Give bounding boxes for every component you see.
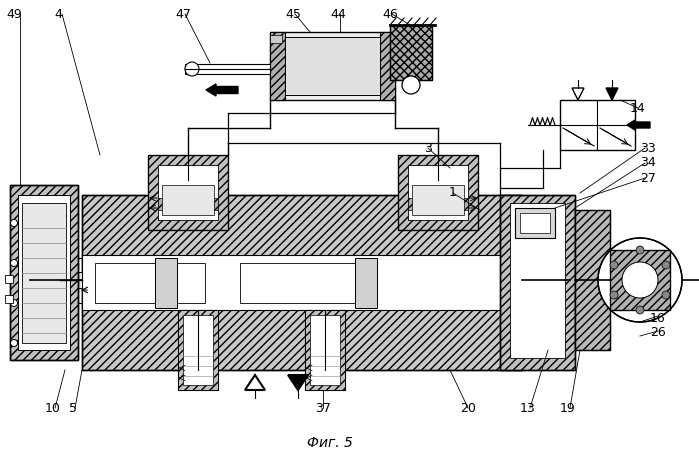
- Text: 14: 14: [630, 102, 646, 114]
- Text: 45: 45: [285, 7, 301, 21]
- Bar: [610, 250, 670, 310]
- Bar: [305, 310, 345, 390]
- Bar: [270, 32, 285, 100]
- Bar: [575, 210, 610, 350]
- Bar: [10, 185, 78, 360]
- Bar: [390, 25, 432, 80]
- Bar: [82, 195, 522, 370]
- Circle shape: [10, 219, 17, 227]
- Text: 3: 3: [424, 142, 432, 154]
- Text: 47: 47: [175, 7, 191, 21]
- Text: 10: 10: [45, 402, 61, 414]
- Bar: [270, 32, 395, 100]
- FancyArrow shape: [206, 84, 238, 96]
- Bar: [380, 32, 395, 100]
- Bar: [408, 198, 468, 210]
- Bar: [500, 195, 575, 370]
- Bar: [305, 310, 345, 390]
- Bar: [500, 195, 575, 370]
- Bar: [158, 165, 218, 220]
- Text: 20: 20: [460, 402, 476, 414]
- Bar: [610, 250, 670, 310]
- Bar: [185, 64, 270, 74]
- Bar: [18, 195, 70, 350]
- Bar: [155, 258, 177, 308]
- Bar: [398, 155, 478, 230]
- Circle shape: [622, 262, 658, 298]
- Bar: [515, 208, 555, 238]
- Bar: [178, 310, 218, 390]
- Bar: [82, 195, 522, 370]
- Circle shape: [662, 261, 670, 269]
- FancyArrow shape: [627, 120, 650, 130]
- Circle shape: [610, 291, 618, 299]
- Circle shape: [662, 291, 670, 299]
- Text: 13: 13: [520, 402, 536, 414]
- Circle shape: [402, 76, 420, 94]
- Bar: [10, 185, 78, 360]
- Bar: [285, 37, 380, 95]
- Text: 19: 19: [560, 402, 576, 414]
- Bar: [158, 198, 218, 210]
- Bar: [310, 315, 340, 385]
- Bar: [240, 263, 355, 303]
- Text: Фиг. 5: Фиг. 5: [307, 436, 353, 450]
- Bar: [95, 263, 205, 303]
- Bar: [408, 165, 468, 220]
- Text: 49: 49: [6, 7, 22, 21]
- Bar: [82, 255, 522, 310]
- Bar: [520, 213, 550, 233]
- Text: 46: 46: [382, 7, 398, 21]
- Circle shape: [636, 246, 644, 254]
- Circle shape: [10, 260, 17, 267]
- Bar: [510, 203, 565, 358]
- Circle shape: [610, 261, 618, 269]
- Text: 16: 16: [650, 311, 666, 325]
- Polygon shape: [606, 88, 618, 100]
- Bar: [270, 35, 282, 43]
- Circle shape: [10, 339, 17, 347]
- Circle shape: [598, 238, 682, 322]
- Text: 37: 37: [315, 402, 331, 414]
- Bar: [560, 100, 635, 150]
- Text: 27: 27: [640, 171, 656, 185]
- Polygon shape: [288, 375, 308, 390]
- Circle shape: [10, 300, 17, 306]
- Circle shape: [636, 306, 644, 314]
- Circle shape: [185, 62, 199, 76]
- Text: 1: 1: [449, 186, 457, 200]
- Bar: [575, 210, 610, 350]
- Text: 44: 44: [330, 7, 346, 21]
- Bar: [355, 258, 377, 308]
- Bar: [5, 275, 13, 283]
- Text: 33: 33: [640, 142, 656, 154]
- Bar: [162, 185, 214, 215]
- Text: 26: 26: [650, 327, 666, 339]
- Bar: [148, 155, 228, 230]
- Text: 34: 34: [640, 157, 656, 169]
- Bar: [178, 310, 218, 390]
- Bar: [22, 203, 66, 343]
- Bar: [148, 155, 228, 230]
- Text: 5: 5: [69, 402, 77, 414]
- Bar: [183, 315, 213, 385]
- Bar: [390, 25, 432, 80]
- Text: 4: 4: [54, 7, 62, 21]
- Bar: [398, 155, 478, 230]
- Bar: [60, 272, 82, 288]
- Bar: [5, 295, 13, 303]
- Bar: [412, 185, 464, 215]
